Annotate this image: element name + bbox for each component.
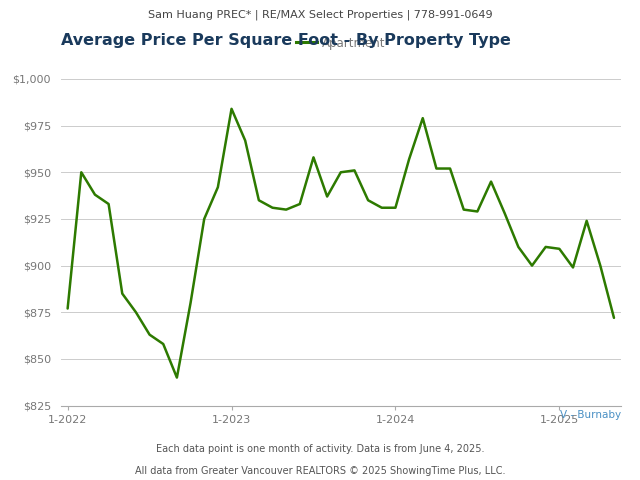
Text: V - Burnaby: V - Burnaby [559, 410, 621, 420]
Legend: Apartment: Apartment [291, 32, 390, 54]
Text: Each data point is one month of activity. Data is from June 4, 2025.: Each data point is one month of activity… [156, 444, 484, 454]
Text: All data from Greater Vancouver REALTORS © 2025 ShowingTime Plus, LLC.: All data from Greater Vancouver REALTORS… [135, 466, 505, 476]
Text: Sam Huang PREC* | RE/MAX Select Properties | 778-991-0649: Sam Huang PREC* | RE/MAX Select Properti… [148, 9, 492, 20]
Text: Average Price Per Square Foot - By Property Type: Average Price Per Square Foot - By Prope… [61, 33, 511, 48]
